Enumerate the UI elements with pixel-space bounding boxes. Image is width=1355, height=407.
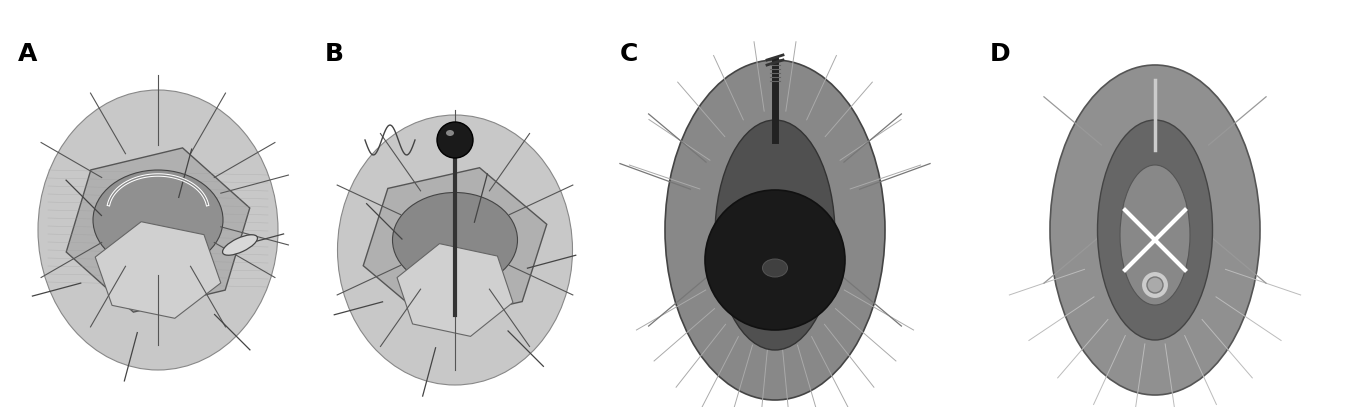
Ellipse shape: [222, 235, 257, 255]
Polygon shape: [397, 244, 514, 336]
Polygon shape: [95, 222, 221, 318]
Ellipse shape: [763, 259, 787, 277]
Ellipse shape: [38, 90, 278, 370]
Circle shape: [705, 190, 846, 330]
Text: C: C: [621, 42, 638, 66]
Polygon shape: [363, 168, 547, 322]
Circle shape: [438, 122, 473, 158]
Text: B: B: [325, 42, 344, 66]
Ellipse shape: [1098, 120, 1213, 340]
Bar: [0, 382, 1355, 407]
Ellipse shape: [393, 193, 518, 287]
Ellipse shape: [337, 115, 573, 385]
Ellipse shape: [93, 170, 224, 270]
Ellipse shape: [665, 60, 885, 400]
Ellipse shape: [715, 120, 835, 350]
Ellipse shape: [446, 130, 454, 136]
Ellipse shape: [1050, 65, 1260, 395]
Text: D: D: [991, 42, 1011, 66]
Polygon shape: [66, 148, 249, 312]
Circle shape: [1141, 271, 1169, 299]
Text: A: A: [18, 42, 38, 66]
Ellipse shape: [1121, 165, 1190, 305]
Bar: [0, 0, 1355, 25]
Circle shape: [1146, 277, 1163, 293]
